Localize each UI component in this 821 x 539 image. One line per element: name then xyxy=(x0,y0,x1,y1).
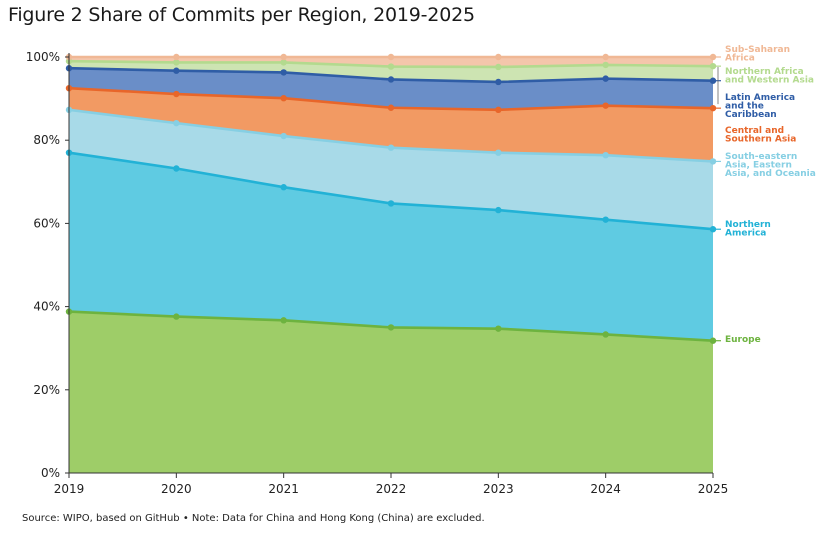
source-note: Source: WIPO, based on GitHub • Note: Da… xyxy=(22,513,485,524)
area-europe xyxy=(69,311,713,473)
point-northern-africa-and-western-asia-2023 xyxy=(495,63,502,71)
legend-label-latin-america-and-the-caribbean: Latin America and the Caribbean xyxy=(725,93,795,120)
area-central-and-southern-asia xyxy=(69,88,713,162)
legend-label-northern-america: Northern America xyxy=(725,220,771,239)
point-central-and-southern-asia-2020 xyxy=(173,90,180,98)
point-central-and-southern-asia-2023 xyxy=(495,106,502,114)
point-latin-america-and-the-caribbean-2020 xyxy=(173,67,180,74)
point-central-and-southern-asia-2022 xyxy=(387,104,395,111)
y-tick-label: 40% xyxy=(33,300,60,314)
point-northern-america-2023 xyxy=(495,206,502,214)
legend-label-central-and-southern-asia: Central and Southern Asia xyxy=(725,126,796,145)
point-sub-saharan-africa-2022 xyxy=(387,53,395,61)
area-south-eastern-asia-eastern-asia-and-oceania xyxy=(69,109,713,230)
point-europe-2024 xyxy=(602,331,609,338)
legend: Europe Northern America South-eastern Asia, … xyxy=(714,45,816,345)
point-europe-2023 xyxy=(495,325,502,332)
point-europe-2022 xyxy=(387,324,395,331)
x-tick-label: 2019 xyxy=(54,482,85,496)
point-latin-america-and-the-caribbean-2025 xyxy=(709,77,717,84)
point-europe-2025 xyxy=(709,337,717,344)
axes: 0% 20% 40% 60% 80% 100% 2019 2020 2021 2022 2023 20… xyxy=(26,50,729,496)
point-northern-america-2021 xyxy=(280,184,287,191)
line-layer xyxy=(65,53,717,344)
x-tick-label: 2025 xyxy=(698,482,729,496)
point-south-eastern-asia-eastern-asia-and-oceania-2021 xyxy=(280,132,287,140)
x-tick-label: 2021 xyxy=(268,482,299,496)
point-south-eastern-asia-eastern-asia-and-oceania-2023 xyxy=(495,149,502,156)
point-sub-saharan-africa-2021 xyxy=(280,53,287,61)
point-sub-saharan-africa-2025 xyxy=(709,53,717,61)
point-northern-america-2024 xyxy=(602,216,609,223)
point-latin-america-and-the-caribbean-2023 xyxy=(495,78,502,86)
point-latin-america-and-the-caribbean-2021 xyxy=(280,69,287,76)
x-tick-label: 2022 xyxy=(376,482,407,496)
x-tick-label: 2024 xyxy=(590,482,621,496)
point-northern-america-2020 xyxy=(173,165,180,172)
point-south-eastern-asia-eastern-asia-and-oceania-2024 xyxy=(602,151,609,159)
legend-label-europe: Europe xyxy=(725,335,761,345)
point-south-eastern-asia-eastern-asia-and-oceania-2020 xyxy=(173,119,180,127)
point-latin-america-and-the-caribbean-2022 xyxy=(387,76,395,83)
y-tick-label: 20% xyxy=(33,383,60,397)
y-tick-label: 80% xyxy=(33,133,60,147)
legend-label-south-eastern-asia-eastern-asia-and-oceania: South-eastern Asia, Eastern Asia, and Ocea… xyxy=(725,152,816,179)
point-northern-africa-and-western-asia-2024 xyxy=(602,61,609,69)
point-latin-america-and-the-caribbean-2024 xyxy=(602,75,609,82)
area-layer xyxy=(69,57,713,473)
point-south-eastern-asia-eastern-asia-and-oceania-2025 xyxy=(709,158,717,165)
y-tick-label: 60% xyxy=(33,216,60,230)
area-sub-saharan-africa xyxy=(69,57,713,67)
point-sub-saharan-africa-2020 xyxy=(173,53,180,61)
point-europe-2020 xyxy=(173,313,180,320)
point-europe-2021 xyxy=(280,317,287,324)
legend-label-northern-africa-and-western-asia: Northern Africa and Western Asia xyxy=(725,67,814,86)
point-northern-africa-and-western-asia-2022 xyxy=(387,63,395,70)
y-tick-label: 100% xyxy=(26,50,60,64)
legend-label-sub-saharan-africa: Sub-Saharan Africa xyxy=(725,45,790,64)
chart-title: Figure 2 Share of Commits per Region, 20… xyxy=(8,4,475,26)
point-northern-africa-and-western-asia-2025 xyxy=(709,62,717,70)
point-northern-america-2025 xyxy=(709,226,717,233)
point-northern-africa-and-western-asia-2021 xyxy=(280,59,287,66)
point-northern-america-2022 xyxy=(387,200,395,207)
point-central-and-southern-asia-2025 xyxy=(709,104,717,112)
point-sub-saharan-africa-2023 xyxy=(495,53,502,61)
x-tick-label: 2020 xyxy=(161,482,192,496)
point-sub-saharan-africa-2024 xyxy=(602,53,609,61)
area-northern-america xyxy=(69,152,713,341)
y-tick-label: 0% xyxy=(41,466,60,480)
area-latin-america-and-the-caribbean xyxy=(69,68,713,110)
point-central-and-southern-asia-2021 xyxy=(280,94,287,102)
point-northern-africa-and-western-asia-2020 xyxy=(173,59,180,66)
x-tick-label: 2023 xyxy=(483,482,514,496)
point-central-and-southern-asia-2024 xyxy=(602,102,609,109)
point-south-eastern-asia-eastern-asia-and-oceania-2022 xyxy=(387,144,395,151)
